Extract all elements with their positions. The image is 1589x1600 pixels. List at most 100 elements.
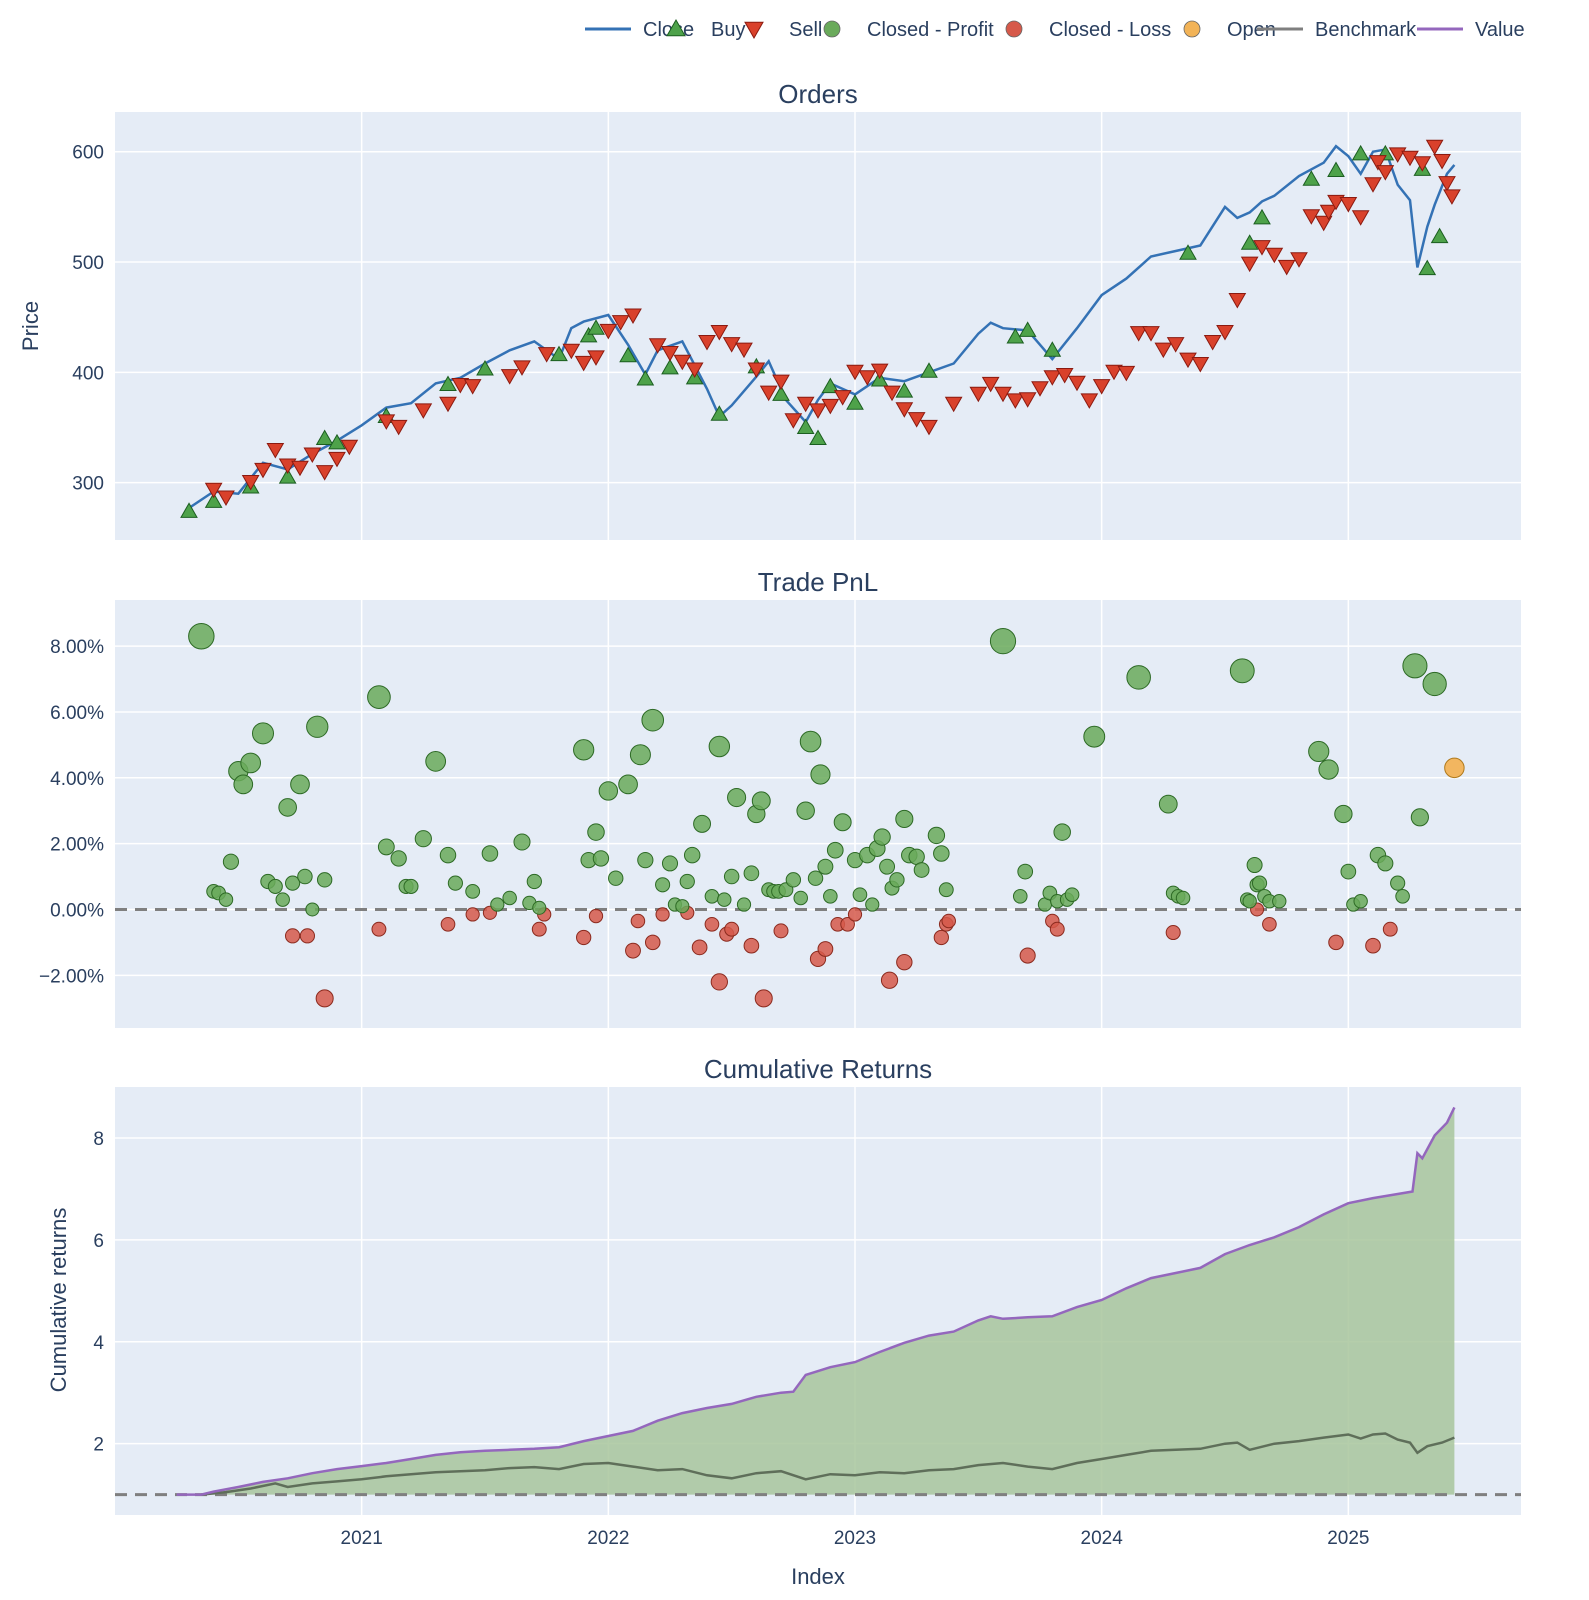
loss-trade-dot — [625, 942, 641, 959]
sell-marker — [1240, 256, 1259, 273]
profit-trade-dot — [913, 862, 930, 878]
profit-trade-dot — [377, 838, 395, 856]
profit-trade-dot — [641, 708, 665, 732]
loss-trade-dot — [743, 937, 760, 954]
legend-item: Benchmark — [1257, 19, 1417, 41]
sell-marker — [1068, 375, 1086, 392]
buy-marker — [550, 345, 568, 362]
profit-trade-dot — [439, 846, 457, 864]
sell-marker — [920, 419, 938, 436]
loss-trade-dot — [840, 916, 855, 932]
y-tick-label: 8 — [93, 1129, 104, 1150]
profit-trade-dot — [751, 791, 771, 811]
profit-trade-dot — [1402, 653, 1428, 679]
buy-marker — [439, 375, 457, 391]
profit-trade-dot — [1377, 855, 1394, 872]
sell-marker — [1191, 357, 1210, 373]
profit-trade-dot — [1246, 857, 1263, 874]
sell-marker — [1438, 176, 1456, 192]
profit-trade-dot — [938, 882, 954, 898]
buy-marker — [328, 433, 346, 450]
profit-trade-dot — [532, 900, 547, 915]
profit-trade-dot — [852, 887, 868, 902]
sell-marker — [1433, 154, 1451, 170]
profit-trade-dot — [1053, 823, 1071, 841]
profit-trade-dot — [637, 851, 654, 869]
sell-marker — [1339, 197, 1358, 213]
profit-trade-dot — [1012, 889, 1028, 904]
sell-marker — [303, 447, 322, 463]
loss-trade-dot — [847, 907, 863, 922]
buy-marker — [1327, 161, 1345, 177]
profit-trade-dot — [390, 850, 407, 867]
profit-trade-dot — [188, 622, 215, 650]
profit-trade-dot — [1334, 804, 1353, 824]
profit-trade-dot — [1272, 894, 1287, 909]
sell-marker — [266, 443, 285, 459]
sell-marker — [1018, 392, 1037, 408]
pnl-title: Trade PnL — [758, 567, 878, 597]
sell-marker — [1319, 204, 1338, 221]
buy-marker — [821, 377, 840, 394]
profit-trade-dot — [251, 722, 275, 745]
buy-marker — [796, 418, 815, 434]
sell-marker — [1105, 364, 1123, 381]
sell-marker — [1253, 240, 1271, 256]
profit-trade-dot — [736, 897, 752, 912]
buy-marker — [204, 492, 223, 508]
sell-marker — [500, 369, 519, 385]
legend-label: Sell — [789, 19, 822, 41]
cum-marks — [115, 1106, 1521, 1497]
profit-trade-dot — [618, 774, 638, 795]
loss-trade-dot — [880, 971, 899, 989]
profit-trade-dot — [1390, 875, 1406, 891]
profit-trade-dot — [306, 715, 329, 738]
profit-trade-dot — [233, 774, 254, 795]
sell-marker — [217, 490, 235, 506]
loss-trade-dot — [773, 923, 789, 939]
sell-marker — [1142, 326, 1160, 342]
sell-marker — [858, 370, 877, 386]
loss-trade-dot — [440, 916, 456, 932]
loss-trade-dot — [941, 913, 956, 929]
loss-trade-dot — [710, 973, 728, 991]
sell-marker — [241, 475, 260, 491]
sell-marker — [1443, 189, 1461, 205]
profit-trade-dot — [1175, 890, 1191, 906]
sell-marker — [1129, 326, 1148, 342]
x-tick-label: 2025 — [1327, 1528, 1369, 1549]
buy-marker — [710, 405, 729, 421]
sell-marker — [846, 364, 864, 381]
orders-title: Orders — [778, 79, 857, 109]
profit-trade-dot — [683, 846, 701, 864]
sell-marker — [278, 458, 297, 474]
profit-trade-dot — [513, 833, 531, 851]
legend-item: Sell — [744, 19, 822, 41]
sell-marker — [377, 414, 396, 430]
profit-trade-dot — [275, 892, 290, 907]
y-tick-label: 4 — [93, 1333, 104, 1354]
profit-trade-dot — [316, 872, 333, 888]
sell-marker — [772, 374, 790, 391]
sell-marker — [1314, 215, 1333, 232]
profit-trade-dot — [873, 828, 891, 846]
buy-marker — [661, 358, 679, 375]
sell-marker — [1425, 139, 1444, 156]
loss-trade-dot — [588, 908, 604, 924]
sell-marker — [1055, 368, 1074, 384]
profit-trade-dot — [810, 764, 831, 785]
sell-marker — [562, 343, 581, 360]
profit-trade-dot — [1308, 740, 1330, 763]
buy-marker — [315, 429, 334, 446]
profit-trade-dot — [817, 858, 834, 875]
sell-marker — [821, 398, 840, 415]
sell-marker — [574, 355, 593, 372]
profit-trade-dot — [1083, 725, 1106, 748]
legend-item: Closed - Profit — [823, 19, 994, 41]
profit-trade-dot — [587, 823, 605, 841]
sell-marker — [537, 347, 556, 363]
buy-marker — [278, 468, 297, 484]
sell-marker — [340, 439, 359, 456]
sell-marker — [1265, 247, 1284, 264]
